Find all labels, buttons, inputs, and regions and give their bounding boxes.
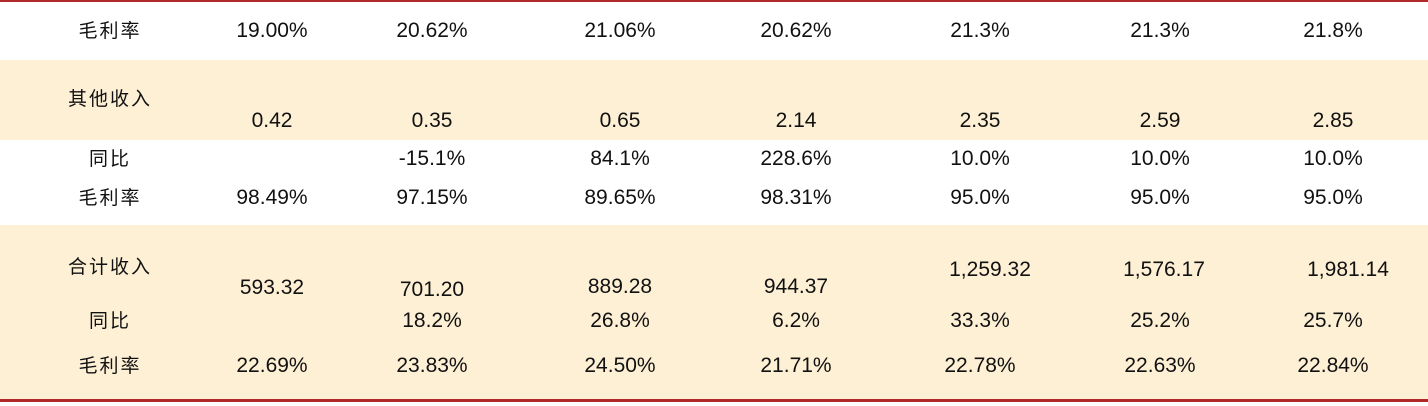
cell-col-4: 944.37 bbox=[763, 275, 829, 298]
table-row-gross-margin-2: 毛利率 98.49% 97.15% 89.65% 98.31% 95.0% 95… bbox=[0, 178, 1428, 225]
cell-col-4: 6.2% bbox=[772, 309, 820, 332]
cell-col-5: 33.3% bbox=[950, 309, 1010, 332]
cell-col-3: 26.8% bbox=[590, 309, 650, 332]
cell-col-3: 89.65% bbox=[584, 186, 656, 209]
cell-col-6: 25.2% bbox=[1130, 309, 1190, 332]
cell-col-1: 0.42 bbox=[251, 109, 293, 132]
cell-col-6: 95.0% bbox=[1130, 186, 1190, 209]
cell-col-5: 2.35 bbox=[959, 109, 1001, 132]
cell-col-4: 98.31% bbox=[760, 186, 832, 209]
row-label: 毛利率 bbox=[78, 355, 142, 377]
cell-col-2: 97.15% bbox=[396, 186, 468, 209]
cell-col-5: 95.0% bbox=[950, 186, 1010, 209]
cell-col-2: 18.2% bbox=[402, 309, 462, 332]
cell-col-2: 701.20 bbox=[399, 278, 465, 301]
cell-col-6: 1,576.17 bbox=[1123, 258, 1205, 281]
cell-col-1: 98.49% bbox=[236, 186, 308, 209]
cell-col-4: 228.6% bbox=[760, 147, 832, 170]
cell-col-7: 1,981.14 bbox=[1307, 258, 1389, 281]
cell-col-2: 23.83% bbox=[396, 354, 468, 377]
cell-col-5: 10.0% bbox=[950, 147, 1010, 170]
cell-col-7: 95.0% bbox=[1303, 186, 1363, 209]
cell-col-2: 20.62% bbox=[396, 19, 468, 42]
cell-col-4: 2.14 bbox=[775, 109, 817, 132]
table-row-total-income: 合计收入 593.32 701.20 889.28 944.37 1,259.3… bbox=[0, 225, 1428, 305]
cell-col-1: 593.32 bbox=[239, 276, 305, 299]
cell-col-3: 21.06% bbox=[584, 19, 656, 42]
cell-col-4: 21.71% bbox=[760, 354, 832, 377]
table-row-gross-margin-1: 毛利率 19.00% 20.62% 21.06% 20.62% 21.3% 21… bbox=[0, 2, 1428, 60]
cell-col-6: 21.3% bbox=[1130, 19, 1190, 42]
cell-col-1: 22.69% bbox=[236, 354, 308, 377]
cell-col-6: 10.0% bbox=[1130, 147, 1190, 170]
table-row-yoy-1: 同比 -15.1% 84.1% 228.6% 10.0% 10.0% 10.0% bbox=[0, 140, 1428, 178]
cell-col-3: 24.50% bbox=[584, 354, 656, 377]
cell-col-6: 22.63% bbox=[1124, 354, 1196, 377]
cell-col-7: 21.8% bbox=[1303, 19, 1363, 42]
cell-col-5: 22.78% bbox=[944, 354, 1016, 377]
cell-col-3: 0.65 bbox=[599, 109, 641, 132]
cell-col-5: 21.3% bbox=[950, 19, 1010, 42]
cell-col-5: 1,259.32 bbox=[949, 258, 1031, 281]
cell-col-2: 0.35 bbox=[411, 109, 453, 132]
cell-col-7: 2.85 bbox=[1312, 109, 1354, 132]
cell-col-7: 25.7% bbox=[1303, 309, 1363, 332]
financial-table: 毛利率 19.00% 20.62% 21.06% 20.62% 21.3% 21… bbox=[0, 2, 1428, 399]
row-label: 同比 bbox=[88, 148, 132, 170]
cell-col-7: 22.84% bbox=[1297, 354, 1369, 377]
cell-col-6: 2.59 bbox=[1139, 109, 1181, 132]
cell-col-4: 20.62% bbox=[760, 19, 832, 42]
cell-col-1: 19.00% bbox=[236, 19, 308, 42]
cell-col-7: 10.0% bbox=[1303, 147, 1363, 170]
row-label: 其他收入 bbox=[67, 88, 153, 110]
table-row-yoy-2: 同比 18.2% 26.8% 6.2% 33.3% 25.2% 25.7% bbox=[0, 305, 1428, 345]
row-label: 合计收入 bbox=[67, 256, 153, 278]
row-label: 毛利率 bbox=[78, 187, 142, 209]
cell-col-3: 84.1% bbox=[590, 147, 650, 170]
table-row-gross-margin-3: 毛利率 22.69% 23.83% 24.50% 21.71% 22.78% 2… bbox=[0, 345, 1428, 399]
cell-col-3: 889.28 bbox=[587, 275, 653, 298]
cell-col-2: -15.1% bbox=[398, 147, 466, 170]
row-label: 同比 bbox=[88, 310, 132, 332]
table-bottom-rule bbox=[0, 399, 1428, 402]
table-top-rule bbox=[0, 0, 1428, 2]
row-label: 毛利率 bbox=[78, 20, 142, 42]
table-row-other-income: 其他收入 0.42 0.35 0.65 2.14 2.35 2.59 2.85 bbox=[0, 60, 1428, 140]
